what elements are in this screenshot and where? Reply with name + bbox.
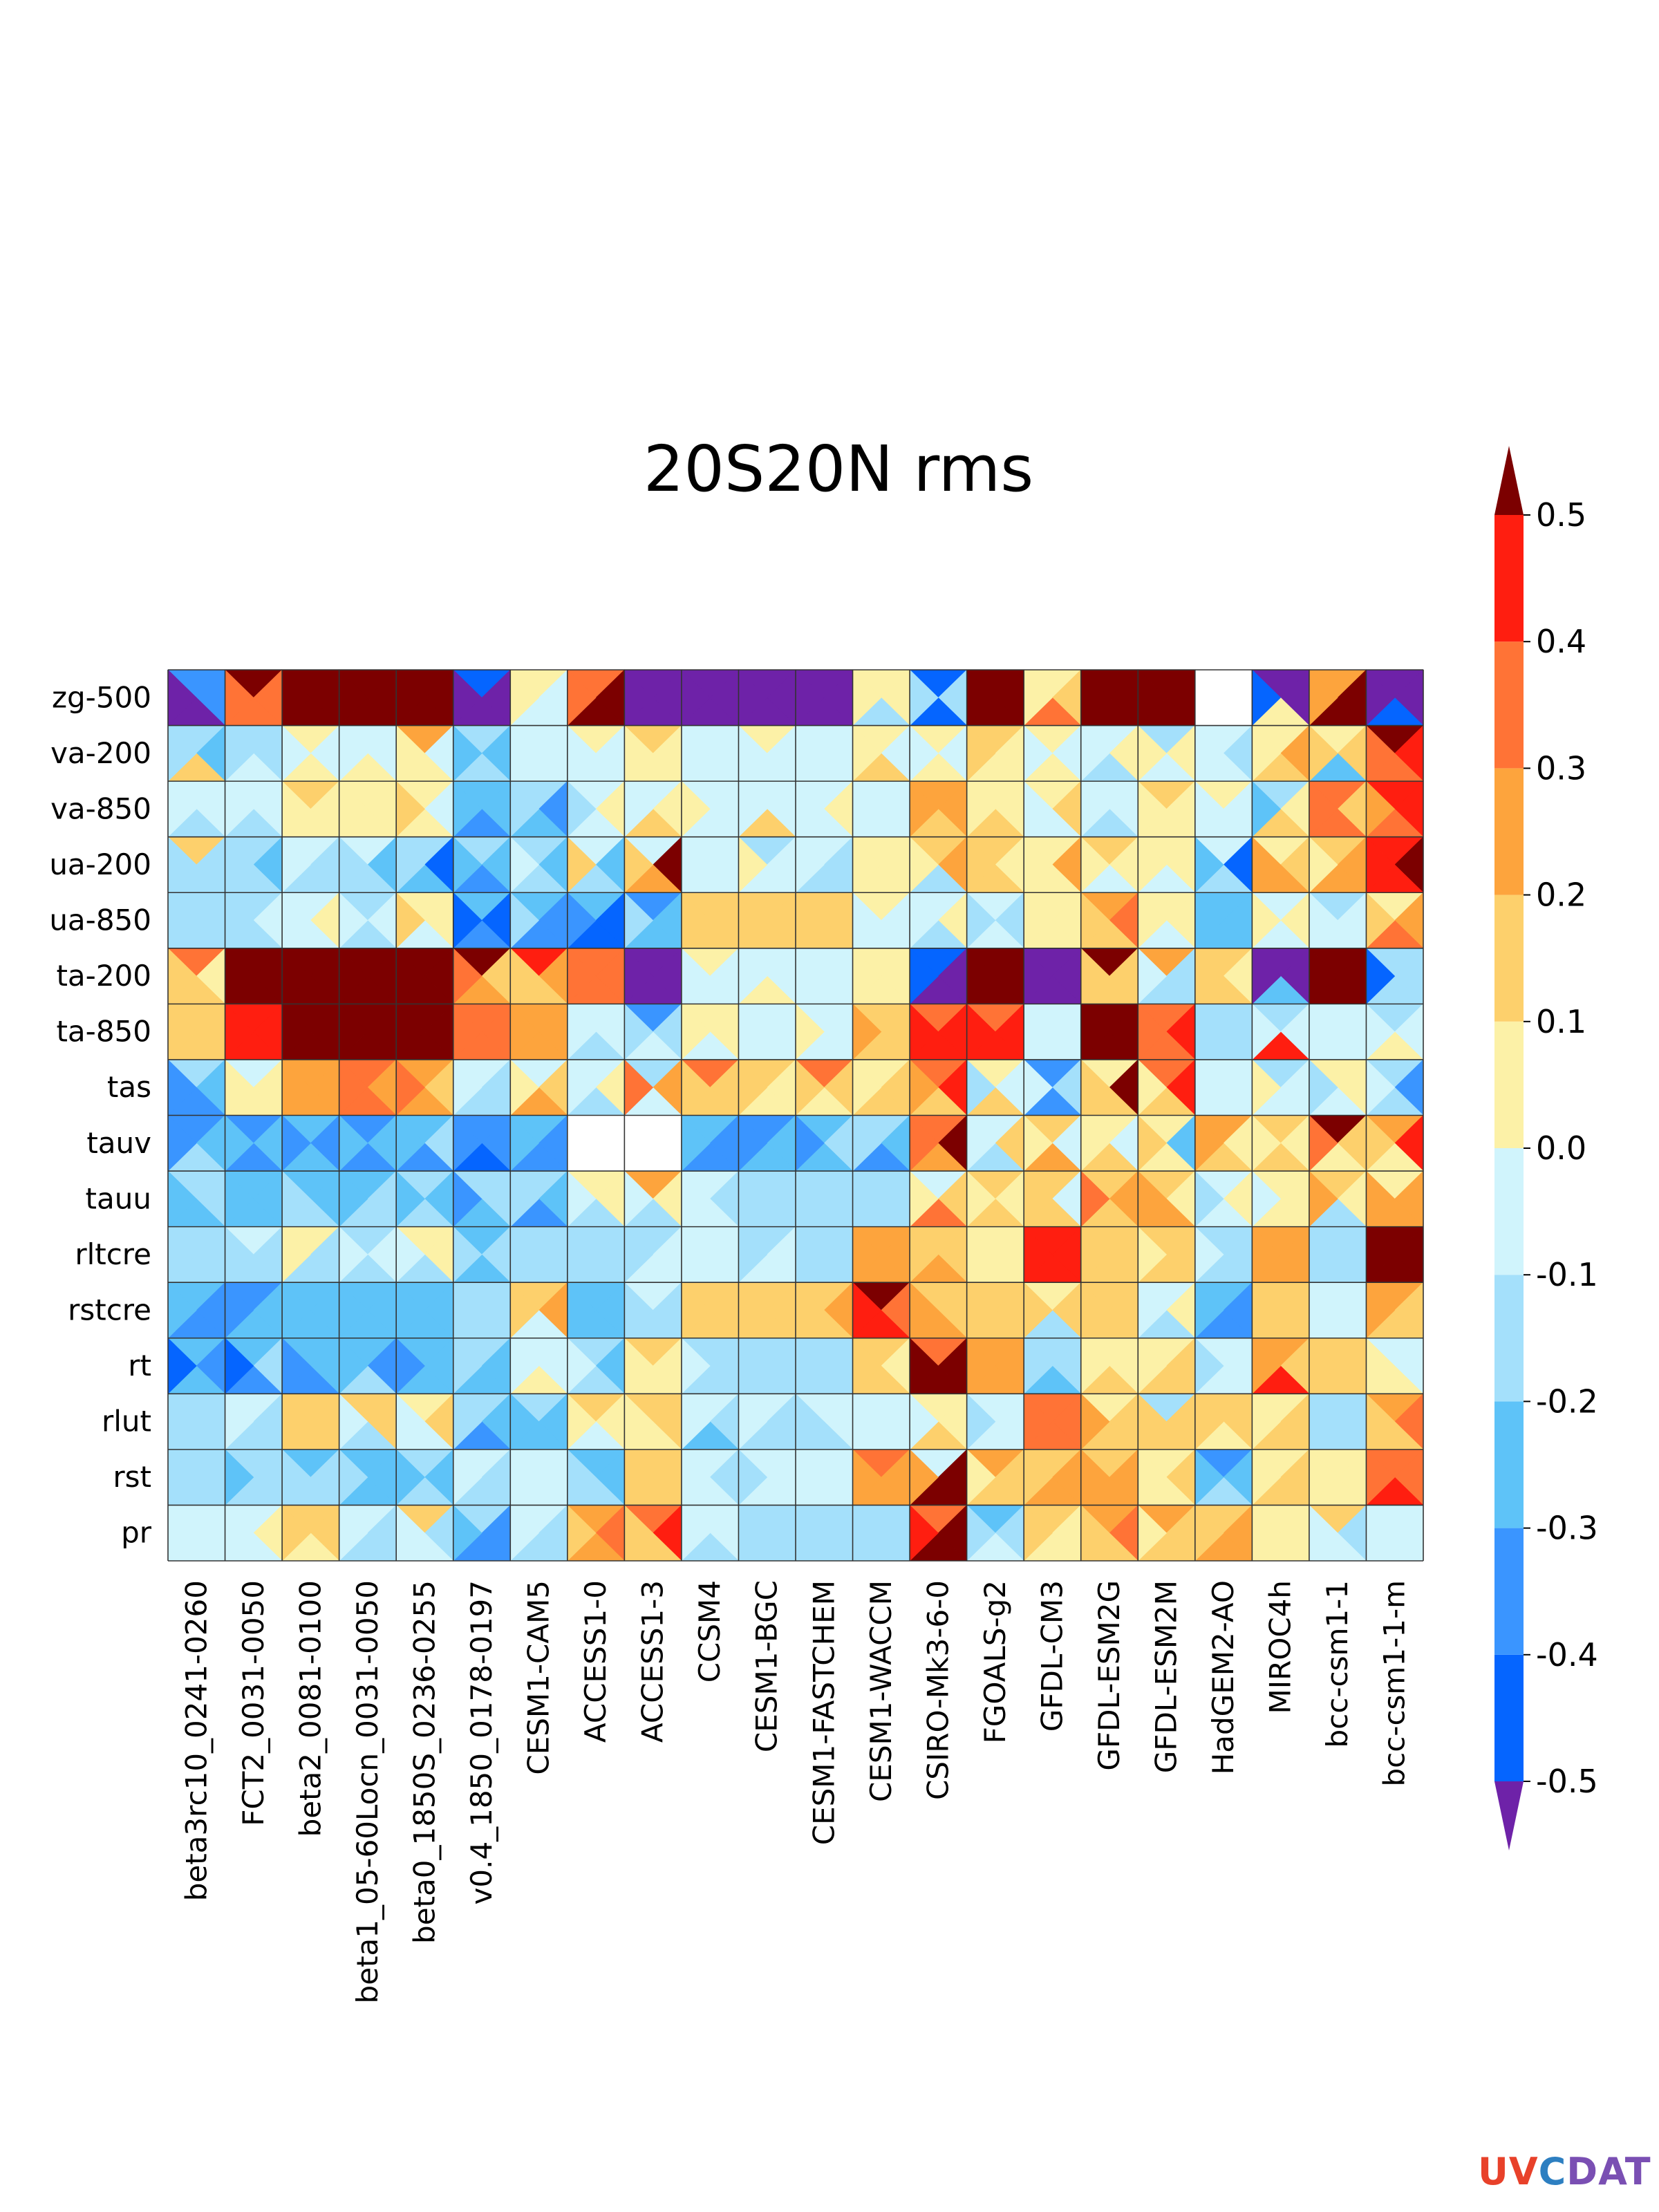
- column-label: CESM1-CAM5: [522, 1580, 556, 1775]
- colorbar-tick-label: 0.0: [1536, 1130, 1586, 1167]
- colorbar-segment: [1494, 1654, 1524, 1781]
- colorbar-under-arrow: [1494, 1781, 1524, 1850]
- column-label: CSIRO-Mk3-6-0: [921, 1580, 955, 1800]
- column-label: CESM1-FASTCHEM: [807, 1580, 841, 1845]
- colorbar-tick-label: -0.2: [1536, 1382, 1598, 1420]
- uvcdat-logo: UVCDAT: [1478, 2150, 1651, 2193]
- row-label: pr: [121, 1516, 152, 1550]
- colorbar-tick-label: 0.5: [1536, 496, 1586, 534]
- column-label: beta0_1850S_0236-0255: [408, 1580, 442, 1944]
- colorbar-tick-label: -0.1: [1536, 1256, 1598, 1293]
- column-label: CESM1-BGC: [750, 1580, 784, 1752]
- colorbar-tick-labels: -0.5 -0.4 -0.3 -0.2 -0.1 0.0 0.1 0.2 0.3 0.4 0.5: [1536, 496, 1598, 1800]
- colorbar-segment: [1494, 1275, 1524, 1402]
- colorbar-segment: [1494, 641, 1524, 769]
- row-label: rlut: [102, 1405, 151, 1438]
- row-label: tas: [107, 1070, 151, 1104]
- row-label: ua-200: [49, 847, 151, 881]
- column-labels: beta3rc10_0241-0260 FCT2_0031-0050 beta2_0…: [179, 1580, 1411, 2004]
- column-label: HadGEM2-AO: [1206, 1580, 1240, 1774]
- column-label: bcc-csm1-1-m: [1378, 1580, 1412, 1787]
- column-label: FCT2_0031-0050: [236, 1580, 270, 1826]
- column-label: v0.4_1850_0178-0197: [465, 1580, 498, 1904]
- colorbar-tick-label: -0.4: [1536, 1636, 1598, 1674]
- column-label: CCSM4: [693, 1580, 727, 1683]
- row-label: rltcre: [75, 1237, 151, 1271]
- colorbar-tick-label: 0.4: [1536, 623, 1586, 660]
- column-label: beta2_0081-0100: [293, 1580, 327, 1837]
- colorbar-segment: [1494, 1021, 1524, 1148]
- column-label: beta1_05-60Locn_0031-0050: [350, 1580, 384, 2003]
- column-label: ACCESS1-3: [636, 1580, 670, 1743]
- row-label: va-850: [50, 791, 151, 825]
- colorbar-tick-label: -0.3: [1536, 1510, 1598, 1547]
- row-label: tauv: [86, 1126, 151, 1160]
- column-label: GFDL-ESM2G: [1092, 1580, 1126, 1771]
- row-label: zg-500: [52, 680, 151, 714]
- row-label: ta-850: [56, 1015, 151, 1049]
- column-label: GFDL-ESM2M: [1150, 1580, 1183, 1773]
- heatmap-grid: [167, 669, 1424, 1562]
- colorbar: [1494, 446, 1530, 1850]
- row-label: tauu: [86, 1181, 151, 1215]
- column-label: FGOALS-g2: [978, 1580, 1012, 1743]
- row-label: rst: [113, 1460, 151, 1494]
- colorbar-segment: [1494, 1528, 1524, 1655]
- row-label: ua-850: [49, 903, 151, 937]
- colorbar-tick-label: 0.3: [1536, 749, 1586, 787]
- column-label: CESM1-WACCM: [864, 1580, 898, 1802]
- column-label: MIROC4h: [1264, 1580, 1297, 1714]
- row-label: va-200: [50, 736, 151, 770]
- colorbar-over-arrow: [1494, 446, 1524, 515]
- colorbar-segment: [1494, 768, 1524, 895]
- colorbar-tick-label: 0.2: [1536, 877, 1586, 914]
- colorbar-tick-label: 0.1: [1536, 1003, 1586, 1040]
- column-label: bcc-csm1-1: [1320, 1580, 1354, 1747]
- row-label: rt: [128, 1349, 151, 1382]
- row-label: ta-200: [56, 959, 151, 993]
- heatmap-cells: [167, 669, 1424, 1562]
- colorbar-segment: [1494, 894, 1524, 1022]
- chart-title: 20S20N rms: [644, 432, 1033, 506]
- logo-globe-icon: C: [1538, 2150, 1567, 2193]
- colorbar-segment: [1494, 1401, 1524, 1528]
- logo-text-dat: DAT: [1566, 2150, 1651, 2193]
- colorbar-tick-label: -0.5: [1536, 1763, 1598, 1800]
- row-labels: zg-500 va-200 va-850 ua-200 ua-850 ta-200 ta-8…: [49, 680, 151, 1549]
- colorbar-segment: [1494, 1148, 1524, 1275]
- column-label: ACCESS1-0: [579, 1580, 612, 1743]
- column-label: beta3rc10_0241-0260: [179, 1580, 213, 1901]
- column-label: GFDL-CM3: [1035, 1580, 1069, 1732]
- logo-text-uv: UV: [1478, 2150, 1539, 2193]
- row-label: rstcre: [68, 1293, 151, 1327]
- colorbar-segment: [1494, 515, 1524, 642]
